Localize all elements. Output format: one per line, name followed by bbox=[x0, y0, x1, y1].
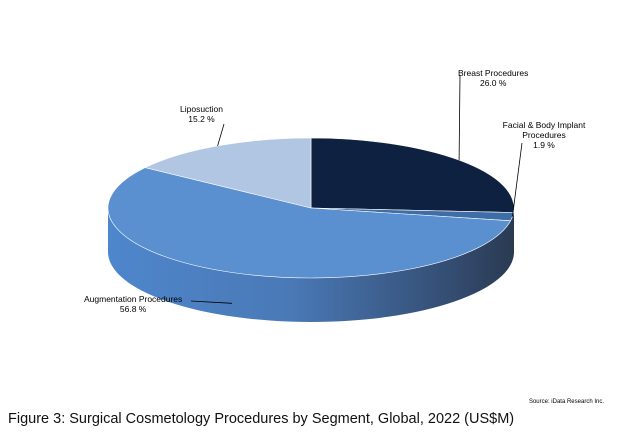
leader-line-breast-procedures bbox=[458, 74, 461, 161]
slice-label-facial-body-implant: Facial & Body Implant Procedures 1.9 % bbox=[498, 120, 590, 150]
pie-side-wall bbox=[108, 208, 514, 322]
slice-label-breast-procedures: Breast Procedures 26.0 % bbox=[458, 68, 528, 88]
pie-slice-breast-procedures bbox=[310, 137, 515, 213]
slice-label-value: 15.2 % bbox=[188, 114, 215, 124]
slice-label-augmentation-procedures: Augmentation Procedures 56.8 % bbox=[84, 294, 182, 314]
leader-line-augmentation-procedures bbox=[190, 300, 233, 304]
slice-label-name: Breast Procedures bbox=[458, 68, 529, 78]
leader-line-liposuction bbox=[217, 123, 225, 146]
slice-label-liposuction: Liposuction 15.2 % bbox=[180, 104, 223, 124]
figure-caption: Figure 3: Surgical Cosmetology Procedure… bbox=[8, 411, 515, 427]
pie-slice-augmentation-procedures bbox=[107, 167, 512, 279]
leader-line-facial-body-implant bbox=[512, 142, 523, 217]
slice-label-value: 26.0 % bbox=[479, 78, 507, 88]
slice-label-name: Facial & Body Implant Procedures bbox=[502, 120, 586, 140]
slice-label-value: 1.9 % bbox=[533, 140, 555, 150]
slice-label-value: 56.8 % bbox=[119, 304, 147, 314]
source-note: Source: iData Research Inc. bbox=[528, 399, 604, 405]
slice-label-name: Liposuction bbox=[180, 104, 224, 114]
pie-top-slices bbox=[107, 137, 515, 279]
slice-label-name: Augmentation Procedures bbox=[84, 294, 183, 304]
pie-slice-liposuction bbox=[144, 137, 312, 209]
leader-lines bbox=[190, 74, 523, 304]
pie-side-walls bbox=[108, 208, 514, 322]
